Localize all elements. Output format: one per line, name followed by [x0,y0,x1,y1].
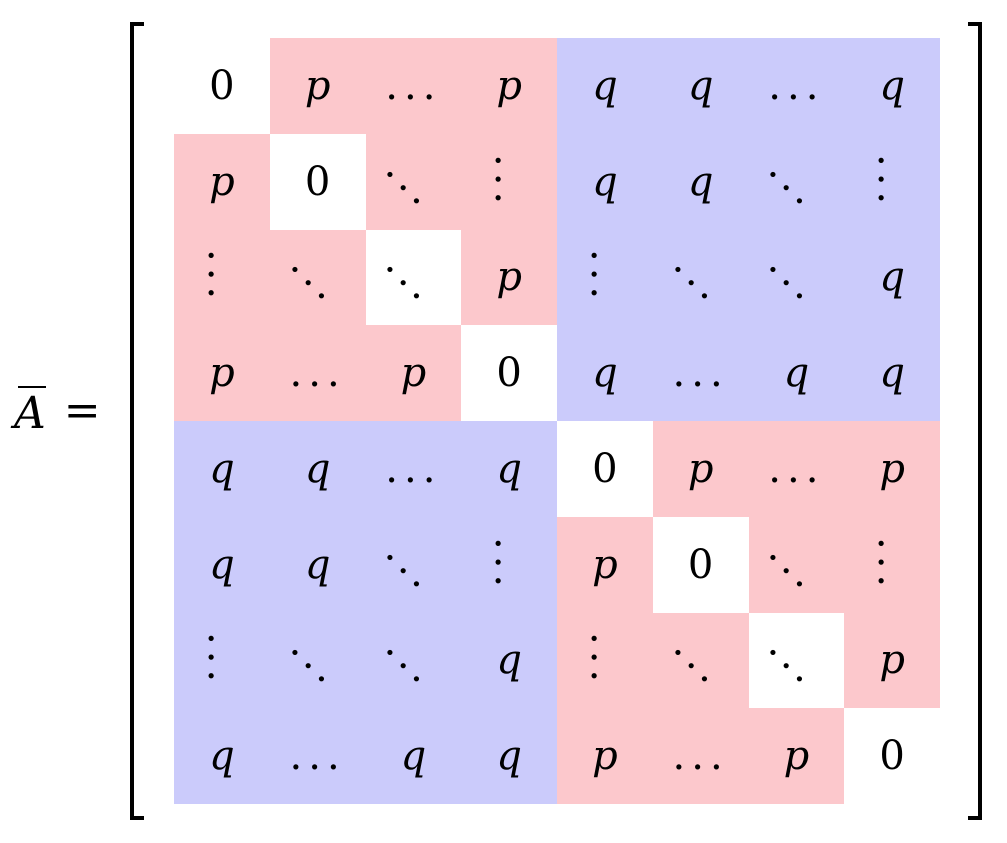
matrix-cell-ddots: ... [269,229,366,326]
matrix-cell-p: p [174,133,270,230]
matrix-cell-p: p [652,421,749,517]
matrix-cell-q: q [748,325,845,421]
matrix-cell-hdots: ... [748,421,845,517]
matrix-cell-p: p [365,325,462,421]
matrix-cell-q: q [269,516,366,613]
matrix-cell-p: p [844,421,940,517]
matrix-cell-q: q [174,421,270,517]
matrix-cell-q: q [461,421,557,517]
matrix-symbol: A [14,382,46,439]
matrix-cell-ddots: ... [365,612,462,709]
matrix-cell-p: p [461,38,557,134]
matrix-cell-p: p [174,325,270,421]
matrix-cell-vdots: ... [461,133,557,230]
matrix-cell-vdots: ... [174,612,270,709]
matrix-cell-hdots: ... [269,325,366,421]
matrix-cell-zero: 0 [461,325,557,421]
matrix-cell-p: p [557,516,653,613]
matrix-cell-p: p [748,708,845,804]
matrix-cell-hdots: ... [269,708,366,804]
matrix-cell-p: p [461,229,557,326]
matrix-cell-vdots: ... [844,516,940,613]
matrix-cell-p: p [269,38,366,134]
matrix-cell-ddots: ... [748,612,845,709]
matrix-cell-hdots: ... [748,38,845,134]
matrix-cell-ddots: ... [365,516,462,613]
matrix-cell-hdots: ... [365,421,462,517]
matrix-cell-ddots: ... [748,229,845,326]
matrix-cell-vdots: ... [557,612,653,709]
matrix-cell-vdots: ... [844,133,940,230]
matrix-cell-q: q [557,133,653,230]
matrix-cell-zero: 0 [174,38,270,134]
matrix-cell-q: q [461,708,557,804]
matrix-cell-hdots: ... [652,708,749,804]
matrix-cell-zero: 0 [844,708,940,804]
matrix-cell-q: q [844,229,940,326]
matrix-cell-ddots: ... [365,229,462,326]
matrix-cell-q: q [174,516,270,613]
matrix-label: A = [14,372,101,448]
matrix-cell-ddots: ... [748,133,845,230]
matrix-cell-vdots: ... [557,229,653,326]
matrix-cell-zero: 0 [652,516,749,613]
equals-sign: = [63,384,101,436]
matrix-cell-q: q [557,38,653,134]
matrix-cell-hdots: ... [652,325,749,421]
matrix-cell-ddots: ... [748,516,845,613]
matrix-cell-hdots: ... [365,38,462,134]
matrix-cell-q: q [652,133,749,230]
matrix-cell-ddots: ... [269,612,366,709]
matrix-cell-q: q [652,38,749,134]
matrix-cell-vdots: ... [174,229,270,326]
block-matrix: 0 p... p q q... q p 0...... q q............... p..… [174,38,940,804]
matrix-cell-p: p [844,612,940,709]
matrix-cell-q: q [844,38,940,134]
matrix-cell-zero: 0 [269,133,366,230]
matrix-cell-zero: 0 [557,421,653,517]
matrix-cell-q: q [365,708,462,804]
matrix-cell-ddots: ... [652,612,749,709]
matrix-cell-q: q [174,708,270,804]
matrix-cell-q: q [461,612,557,709]
matrix-cell-vdots: ... [461,516,557,613]
right-bracket [968,22,982,820]
matrix-cell-q: q [557,325,653,421]
left-bracket [130,22,144,820]
matrix-cell-ddots: ... [365,133,462,230]
matrix-cell-ddots: ... [652,229,749,326]
matrix-cell-q: q [269,421,366,517]
matrix-cell-p: p [557,708,653,804]
matrix-cell-q: q [844,325,940,421]
